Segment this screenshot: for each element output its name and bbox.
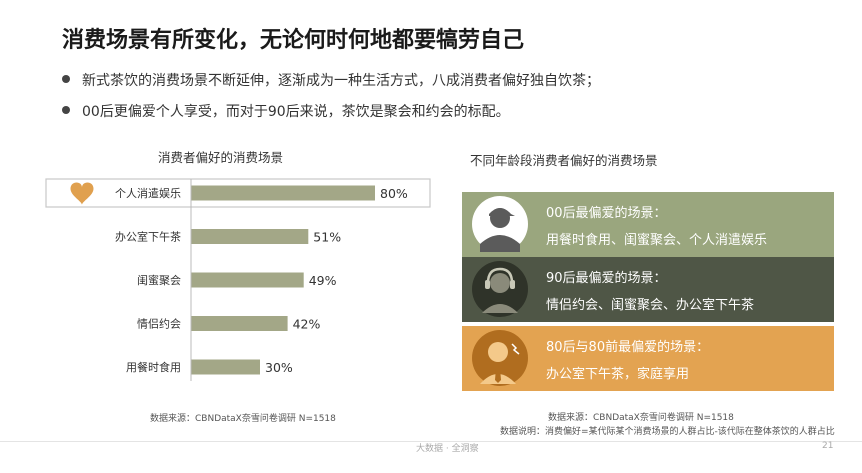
value-label: 42%: [293, 317, 321, 332]
panel-detail: 情侣约会、闺蜜聚会、办公室下午茶: [546, 298, 755, 313]
bullet-text: 新式茶饮的消费场景不断延伸，逐渐成为一种生活方式，八成消费者偏好独自饮茶；: [82, 73, 600, 89]
right-section-title: 不同年龄段消费者偏好的消费场景: [470, 153, 658, 168]
bar: [191, 316, 288, 331]
panel-detail: 办公室下午茶，家庭享用: [546, 367, 690, 382]
panel-80s: 80后与80前最偏爱的场景： 办公室下午茶，家庭享用: [462, 326, 834, 391]
person-headphones-icon: [472, 261, 528, 317]
bullet-dot: [62, 106, 70, 114]
category-label: 闺蜜聚会: [137, 273, 181, 287]
footer-text: 大数据 · 全洞察: [416, 444, 479, 454]
source-note-left: 数据来源：CBNDataX奈雪问卷调研 N=1518: [150, 414, 336, 424]
chart-title: 消费者偏好的消费场景: [158, 150, 284, 165]
data-note: 数据说明：消费偏好=某代际某个消费场景的人群占比-该代际在整体茶饮的人群占比: [500, 427, 835, 437]
heart-icon: [70, 182, 94, 205]
bullet-item: 新式茶饮的消费场景不断延伸，逐渐成为一种生活方式，八成消费者偏好独自饮茶；: [62, 70, 600, 90]
source-note-right: 数据来源：CBNDataX奈雪问卷调研 N=1518: [548, 413, 734, 423]
category-label: 用餐时食用: [126, 360, 181, 374]
panel-heading: 80后与80前最偏爱的场景：: [546, 340, 710, 355]
person-tie-icon: [472, 330, 528, 386]
value-label: 49%: [309, 273, 337, 288]
page-number: 21: [822, 441, 834, 451]
bullet-text: 00后更偏爱个人享受，而对于90后来说，茶饮是聚会和约会的标配。: [82, 104, 510, 120]
category-label: 情侣约会: [137, 317, 181, 331]
panel-00s: 00后最偏爱的场景： 用餐时食用、闺蜜聚会、个人消遣娱乐: [462, 192, 834, 257]
person-cap-icon: [472, 196, 528, 252]
page-title: 消费场景有所变化，无论何时何地都要犒劳自己: [62, 28, 525, 53]
bar: [191, 229, 309, 244]
panel-90s: 90后最偏爱的场景： 情侣约会、闺蜜聚会、办公室下午茶: [462, 257, 834, 322]
value-label: 80%: [380, 186, 408, 201]
category-label: 办公室下午茶: [115, 230, 181, 244]
bullet-item: 00后更偏爱个人享受，而对于90后来说，茶饮是聚会和约会的标配。: [62, 101, 510, 121]
value-label: 51%: [313, 230, 341, 245]
panel-detail: 用餐时食用、闺蜜聚会、个人消遣娱乐: [546, 233, 768, 248]
panel-heading: 90后最偏爱的场景：: [546, 271, 667, 286]
footer-divider: [0, 441, 862, 442]
panel-heading: 00后最偏爱的场景：: [546, 206, 667, 221]
bar: [191, 272, 304, 288]
bullet-dot: [62, 75, 70, 83]
highlight-frame: [45, 178, 431, 208]
bar: [191, 359, 260, 375]
value-label: 30%: [265, 360, 293, 375]
bar: [191, 185, 375, 201]
category-label: 个人消遣娱乐: [115, 186, 181, 200]
